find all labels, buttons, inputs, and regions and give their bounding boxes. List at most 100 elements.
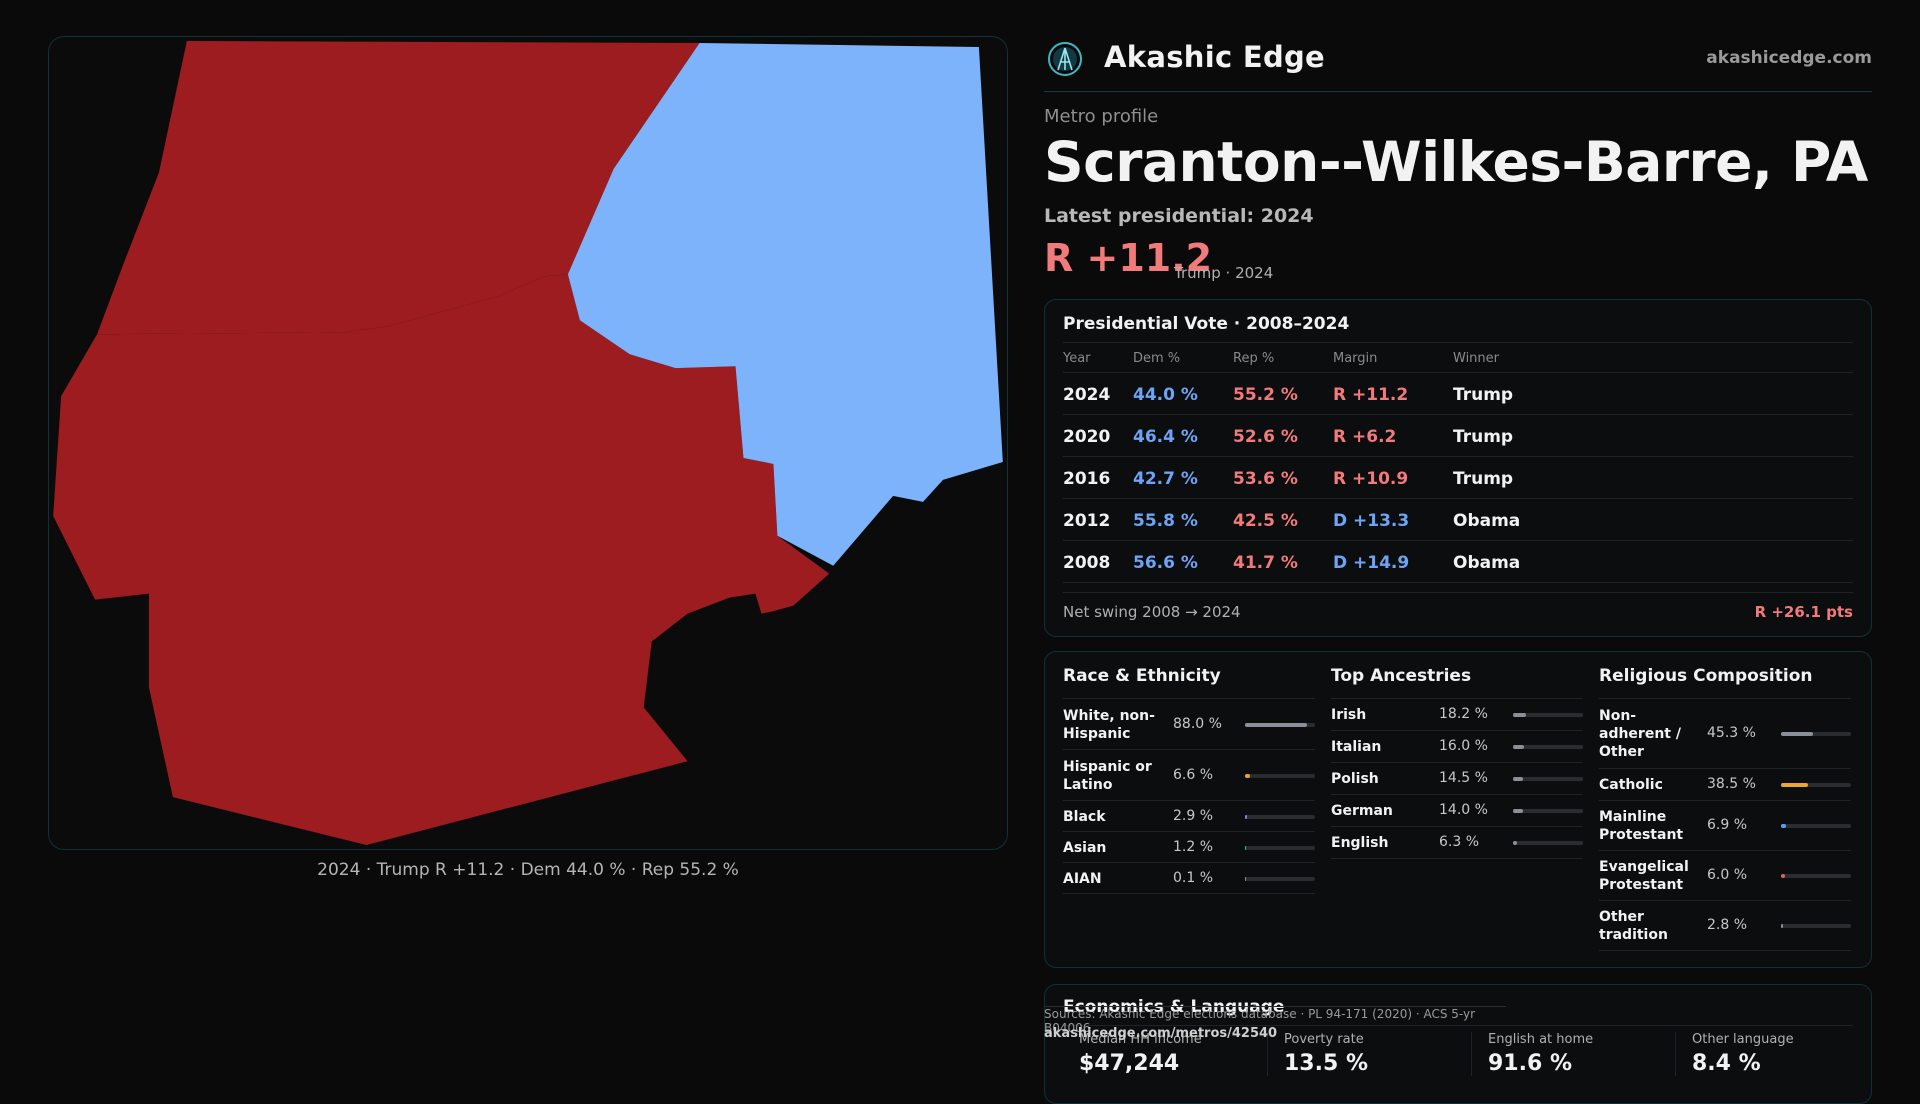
item-bar-fill <box>1513 713 1526 717</box>
item-bar-fill <box>1513 841 1518 845</box>
metro-map[interactable] <box>48 36 1008 850</box>
item-bar-fill <box>1245 722 1307 727</box>
item-bar-track <box>1781 783 1851 787</box>
item-value: 6.9 % <box>1707 817 1748 833</box>
item-value: 14.0 % <box>1439 802 1488 818</box>
item-bar-track <box>1245 814 1315 819</box>
row-rep: 53.6 % <box>1233 469 1298 489</box>
item-label: White, non-Hispanic <box>1063 707 1155 742</box>
item-label: Mainline Protestant <box>1599 809 1684 843</box>
list-item: Italian 16.0 % <box>1331 731 1583 763</box>
item-value: 45.3 % <box>1707 725 1756 741</box>
item-bar-fill <box>1245 845 1247 850</box>
item-bar-track <box>1781 732 1851 736</box>
row-year: 2008 <box>1063 553 1111 573</box>
metro-profile-panel: Akashic Edge akashicedge.com Metro profi… <box>1044 0 1872 1104</box>
row-margin: D +13.3 <box>1333 511 1410 531</box>
sources-note: Sources: Akashic Edge elections database… <box>1044 1006 1506 1035</box>
vote-card-title: Presidential Vote · 2008–2024 <box>1063 314 1350 334</box>
religion-title: Religious Composition <box>1599 666 1851 699</box>
row-margin: R +10.9 <box>1333 469 1409 489</box>
race-ethnicity-column: Race & Ethnicity White, non-Hispanic 88.0… <box>1063 666 1315 894</box>
list-item: Black 2.9 % <box>1063 801 1315 832</box>
brand-name[interactable]: Akashic Edge <box>1104 40 1326 74</box>
row-margin: D +14.9 <box>1333 553 1410 573</box>
item-bar-track <box>1513 713 1583 717</box>
col-header-year: Year <box>1063 351 1091 366</box>
list-item: Catholic 38.5 % <box>1599 769 1851 801</box>
list-item: English 6.3 % <box>1331 827 1583 859</box>
item-value: 2.8 % <box>1707 917 1748 933</box>
map-caption: 2024 · Trump R +11.2 · Dem 44.0 % · Rep … <box>317 860 739 880</box>
row-dem: 42.7 % <box>1133 469 1198 489</box>
list-item: Evangelical Protestant 6.0 % <box>1599 851 1851 901</box>
row-winner: Trump <box>1453 385 1514 405</box>
ancestry-list: Irish 18.2 % Italian 16.0 % Polish 14.5 % Germ… <box>1331 699 1583 859</box>
stat-poverty-rate: Poverty rate 13.5 % <box>1267 1032 1471 1076</box>
stat-value: 8.4 % <box>1692 1051 1761 1076</box>
item-label: AIAN <box>1063 870 1102 887</box>
county-east-dem[interactable] <box>567 42 1003 566</box>
item-bar-track <box>1513 809 1583 813</box>
stat-label: Median HH income <box>1079 1032 1202 1047</box>
item-label: English <box>1331 835 1389 851</box>
item-label: German <box>1331 803 1393 819</box>
row-year: 2024 <box>1063 385 1111 405</box>
item-bar-track <box>1245 876 1315 881</box>
economics-stats: Median HH income $47,244 Poverty rate 13… <box>1063 1025 1853 1085</box>
page-eyebrow: Metro profile <box>1044 106 1159 127</box>
list-item: Irish 18.2 % <box>1331 699 1583 731</box>
economics-title: Economics & Language <box>1063 997 1285 1017</box>
item-bar-track <box>1245 773 1315 778</box>
item-value: 16.0 % <box>1439 738 1488 754</box>
table-row: 2024 44.0 % 55.2 % R +11.2 Trump <box>1063 373 1853 415</box>
item-bar-fill <box>1781 924 1783 928</box>
item-bar-fill <box>1781 874 1786 878</box>
item-label: Irish <box>1331 707 1367 723</box>
item-label: Non-adherent / Other <box>1599 708 1681 760</box>
race-title: Race & Ethnicity <box>1063 666 1315 699</box>
religion-list: Non-adherent / Other 45.3 % Catholic 38.5 %… <box>1599 699 1851 951</box>
row-dem: 46.4 % <box>1133 427 1198 447</box>
latest-margin: R +11.2 <box>1044 236 1213 280</box>
item-bar-fill <box>1245 814 1248 819</box>
source-url-link[interactable]: akashicedge.com/metros/42540 <box>1044 1026 1278 1041</box>
table-row: 2012 55.8 % 42.5 % D +13.3 Obama <box>1063 499 1853 541</box>
list-item: Asian 1.2 % <box>1063 832 1315 863</box>
net-swing-row: Net swing 2008 → 2024 R +26.1 pts <box>1063 592 1853 622</box>
item-value: 6.3 % <box>1439 834 1480 850</box>
item-bar-track <box>1781 874 1851 878</box>
akashic-logo-icon <box>1048 42 1082 76</box>
ancestry-title: Top Ancestries <box>1331 666 1583 699</box>
row-rep: 52.6 % <box>1233 427 1298 447</box>
list-item: Other tradition 2.8 % <box>1599 901 1851 951</box>
row-rep: 41.7 % <box>1233 553 1298 573</box>
row-winner: Trump <box>1453 469 1514 489</box>
item-bar-fill <box>1781 824 1786 828</box>
table-row: 2020 46.4 % 52.6 % R +6.2 Trump <box>1063 415 1853 457</box>
presidential-vote-card: Presidential Vote · 2008–2024 Year Dem %… <box>1044 299 1872 637</box>
item-label: Hispanic or Latino <box>1063 758 1152 793</box>
list-item: Non-adherent / Other 45.3 % <box>1599 699 1851 769</box>
stat-label: English at home <box>1488 1032 1594 1047</box>
item-bar-fill <box>1781 783 1808 787</box>
item-bar-fill <box>1513 809 1523 813</box>
county-south-west[interactable] <box>53 274 830 846</box>
item-bar-track <box>1245 722 1315 727</box>
item-label: Other tradition <box>1599 909 1668 943</box>
row-margin: R +6.2 <box>1333 427 1397 447</box>
stat-label: Other language <box>1692 1032 1794 1047</box>
page-subtitle: Latest presidential: 2024 <box>1044 205 1314 227</box>
item-label: Polish <box>1331 771 1379 787</box>
item-bar-fill <box>1781 732 1813 736</box>
item-bar-fill <box>1513 745 1525 749</box>
brand-domain-link[interactable]: akashicedge.com <box>1706 48 1872 68</box>
item-bar-track <box>1513 777 1583 781</box>
item-value: 2.9 % <box>1173 807 1214 824</box>
col-header-dem: Dem % <box>1133 351 1181 366</box>
county-north-west[interactable] <box>97 40 700 335</box>
col-header-winner: Winner <box>1453 351 1500 366</box>
ancestry-column: Top Ancestries Irish 18.2 % Italian 16.0 % P… <box>1331 666 1583 859</box>
item-bar-track <box>1245 845 1315 850</box>
race-list: White, non-Hispanic 88.0 % Hispanic or Lat… <box>1063 699 1315 894</box>
